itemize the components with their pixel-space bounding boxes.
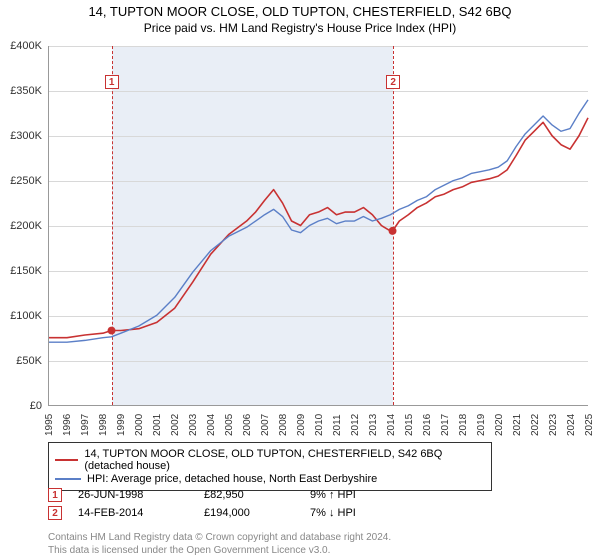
transaction-hpi: 9% ↑ HPI <box>310 489 410 501</box>
plot-svg <box>49 46 588 405</box>
legend-label: 14, TUPTON MOOR CLOSE, OLD TUPTON, CHEST… <box>84 448 485 472</box>
x-tick-label: 1997 <box>80 414 91 436</box>
legend-swatch <box>55 459 78 461</box>
transaction-price: £194,000 <box>204 507 294 519</box>
x-tick-label: 2014 <box>386 414 397 436</box>
series-hpi <box>49 100 588 342</box>
x-tick-label: 2005 <box>224 414 235 436</box>
x-tick-label: 2003 <box>188 414 199 436</box>
transaction-hpi: 7% ↓ HPI <box>310 507 410 519</box>
x-tick-label: 2016 <box>422 414 433 436</box>
x-tick-label: 2008 <box>278 414 289 436</box>
x-tick-label: 1996 <box>62 414 73 436</box>
legend-swatch <box>55 478 81 480</box>
x-tick-label: 2025 <box>584 414 595 436</box>
plot-area: 12 <box>48 46 588 406</box>
x-tick-label: 2002 <box>170 414 181 436</box>
x-tick-label: 2007 <box>260 414 271 436</box>
y-tick-label: £50K <box>16 355 42 367</box>
x-tick-label: 2013 <box>368 414 379 436</box>
legend-row: 14, TUPTON MOOR CLOSE, OLD TUPTON, CHEST… <box>55 448 485 472</box>
x-tick-label: 2020 <box>494 414 505 436</box>
transaction-date: 26-JUN-1998 <box>78 489 188 501</box>
y-tick-label: £350K <box>10 85 42 97</box>
y-tick-label: £200K <box>10 220 42 232</box>
transaction-row: 1 26-JUN-1998 £82,950 9% ↑ HPI <box>48 488 548 502</box>
transaction-marker-box: 2 <box>386 75 400 89</box>
x-axis-labels: 1995199619971998199920002001200220032004… <box>48 406 588 440</box>
chart-title: 14, TUPTON MOOR CLOSE, OLD TUPTON, CHEST… <box>0 4 600 19</box>
x-tick-label: 2009 <box>296 414 307 436</box>
y-tick-label: £250K <box>10 175 42 187</box>
transaction-price: £82,950 <box>204 489 294 501</box>
x-tick-label: 2006 <box>242 414 253 436</box>
transaction-date: 14-FEB-2014 <box>78 507 188 519</box>
footer-text: Contains HM Land Registry data © Crown c… <box>48 532 568 557</box>
y-tick-label: £100K <box>10 310 42 322</box>
transaction-row: 2 14-FEB-2014 £194,000 7% ↓ HPI <box>48 506 548 520</box>
x-tick-label: 1998 <box>98 414 109 436</box>
x-tick-label: 2023 <box>548 414 559 436</box>
x-tick-label: 1995 <box>44 414 55 436</box>
y-tick-label: £300K <box>10 130 42 142</box>
x-tick-label: 2012 <box>350 414 361 436</box>
footer-line-2: This data is licensed under the Open Gov… <box>48 545 568 558</box>
x-tick-label: 2024 <box>566 414 577 436</box>
x-tick-label: 2017 <box>440 414 451 436</box>
x-tick-label: 2022 <box>530 414 541 436</box>
title-block: 14, TUPTON MOOR CLOSE, OLD TUPTON, CHEST… <box>0 0 600 35</box>
transaction-marker-icon: 1 <box>48 488 62 502</box>
x-tick-label: 2001 <box>152 414 163 436</box>
x-tick-label: 1999 <box>116 414 127 436</box>
chart-container: 14, TUPTON MOOR CLOSE, OLD TUPTON, CHEST… <box>0 0 600 560</box>
x-tick-label: 2000 <box>134 414 145 436</box>
series-price_paid <box>49 118 588 338</box>
x-tick-label: 2021 <box>512 414 523 436</box>
chart-subtitle: Price paid vs. HM Land Registry's House … <box>0 21 600 35</box>
y-tick-label: £0 <box>30 400 42 412</box>
x-tick-label: 2011 <box>332 414 343 436</box>
x-tick-label: 2019 <box>476 414 487 436</box>
x-tick-label: 2010 <box>314 414 325 436</box>
transaction-marker-box: 1 <box>105 75 119 89</box>
y-tick-label: £150K <box>10 265 42 277</box>
x-tick-label: 2004 <box>206 414 217 436</box>
y-tick-label: £400K <box>10 40 42 52</box>
transaction-marker-icon: 2 <box>48 506 62 520</box>
transactions-table: 1 26-JUN-1998 £82,950 9% ↑ HPI 2 14-FEB-2014 £… <box>48 484 548 524</box>
footer-line-1: Contains HM Land Registry data © Crown c… <box>48 532 568 545</box>
x-tick-label: 2018 <box>458 414 469 436</box>
x-tick-label: 2015 <box>404 414 415 436</box>
y-axis-labels: £0£50K£100K£150K£200K£250K£300K£350K£400… <box>0 46 46 406</box>
